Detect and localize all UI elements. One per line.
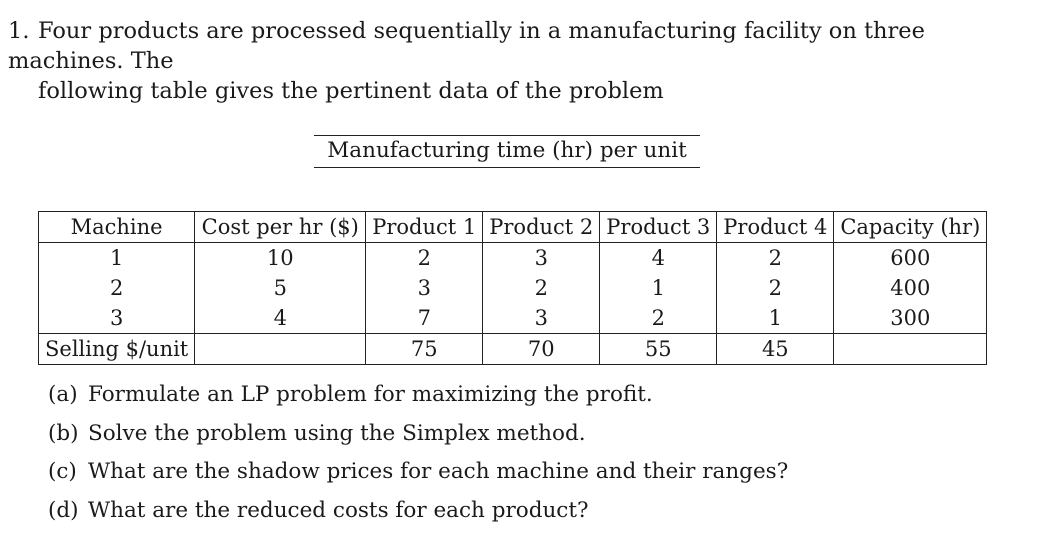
question-text: What are the reduced costs for each prod…: [88, 497, 589, 523]
cell-selling-product-3: 55: [599, 333, 718, 365]
cell-cost: 5: [194, 273, 367, 303]
cell-product-4: 2: [716, 273, 835, 303]
cell-product-4: 1: [716, 303, 835, 334]
cell-product-1: 3: [365, 273, 484, 303]
problem-number: 1.: [8, 18, 30, 44]
table-caption: Manufacturing time (hr) per unit: [314, 135, 700, 168]
cell-machine: 1: [37, 242, 196, 273]
header-product-3: Product 3: [599, 211, 718, 243]
header-product-4: Product 4: [716, 211, 835, 243]
cell-product-2: 2: [482, 273, 601, 303]
cell-machine: 2: [37, 273, 196, 303]
cell-machine: 3: [37, 303, 196, 334]
question-label: (a): [48, 382, 78, 407]
question-text: Solve the problem using the Simplex meth…: [88, 420, 586, 446]
question-label: (c): [48, 459, 77, 484]
table-header-row: Machine Cost per hr ($) Product 1 Produc…: [37, 211, 988, 243]
cell-product-3: 2: [599, 303, 718, 334]
cell-product-4: 2: [716, 242, 835, 273]
problem-text-line-1: Four products are processed sequentially…: [8, 18, 925, 74]
cell-selling-product-2: 70: [482, 333, 601, 365]
problem-text-line-2: following table gives the pertinent data…: [38, 78, 664, 104]
cell-capacity: 400: [833, 273, 988, 303]
question-c: (c) What are the shadow prices for each m…: [48, 457, 788, 496]
selling-label: Selling $/unit: [37, 333, 196, 365]
manufacturing-data-table: Machine Cost per hr ($) Product 1 Produc…: [37, 211, 988, 365]
cell-cost: 10: [194, 242, 367, 273]
cell-empty: [194, 333, 367, 365]
cell-capacity: 600: [833, 242, 988, 273]
cell-product-2: 3: [482, 242, 601, 273]
cell-product-3: 1: [599, 273, 718, 303]
question-b: (b) Solve the problem using the Simplex m…: [48, 419, 788, 458]
table-row: 3 4 7 3 2 1 300: [37, 303, 988, 334]
question-text: What are the shadow prices for each mach…: [88, 459, 789, 484]
problem-line-1: 1. Four products are processed sequential…: [8, 16, 1038, 76]
selling-price-row: Selling $/unit 75 70 55 45: [37, 333, 988, 365]
cell-selling-product-4: 45: [716, 333, 835, 365]
header-capacity: Capacity (hr): [833, 211, 988, 243]
cell-product-3: 4: [599, 242, 718, 273]
cell-cost: 4: [194, 303, 367, 334]
cell-empty: [833, 333, 988, 365]
table-row: 1 10 2 3 4 2 600: [37, 242, 988, 273]
problem-statement: 1. Four products are processed sequential…: [8, 16, 1038, 106]
question-label: (d): [48, 497, 79, 523]
cell-product-1: 7: [365, 303, 484, 334]
cell-product-1: 2: [365, 242, 484, 273]
question-label: (b): [48, 420, 79, 446]
question-list: (a) Formulate an LP problem for maximizin…: [48, 380, 788, 534]
header-product-2: Product 2: [482, 211, 601, 243]
cell-capacity: 300: [833, 303, 988, 334]
question-text: Formulate an LP problem for maximizing t…: [88, 382, 653, 407]
cell-product-2: 3: [482, 303, 601, 334]
header-machine: Machine: [37, 211, 196, 243]
question-a: (a) Formulate an LP problem for maximizin…: [48, 380, 788, 419]
table-row: 2 5 3 2 1 2 400: [37, 273, 988, 303]
header-product-1: Product 1: [365, 211, 484, 243]
question-d: (d) What are the reduced costs for each p…: [48, 496, 788, 535]
header-cost-per-hr: Cost per hr ($): [194, 211, 367, 243]
cell-selling-product-1: 75: [365, 333, 484, 365]
